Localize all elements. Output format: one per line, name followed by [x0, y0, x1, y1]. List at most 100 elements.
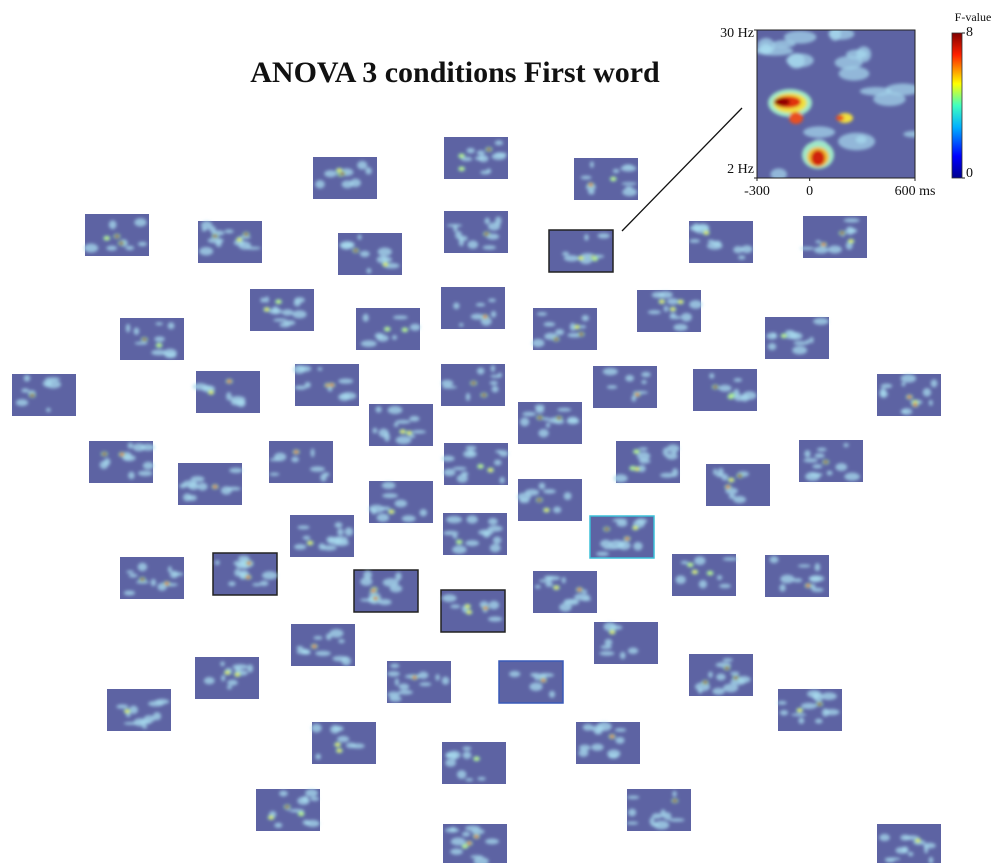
blob [419, 682, 432, 687]
sensor-map [192, 371, 260, 413]
blob [662, 447, 669, 457]
blob [293, 365, 306, 374]
blob [445, 752, 451, 759]
blob [127, 442, 134, 449]
blob [213, 234, 218, 238]
blob [520, 417, 530, 427]
blob [675, 575, 686, 585]
blob [803, 126, 836, 138]
sensor-map [369, 404, 433, 446]
sensor-map [311, 722, 376, 764]
blob [879, 390, 888, 398]
sensor-map [799, 216, 867, 258]
blob [733, 495, 747, 504]
blob [139, 719, 152, 725]
blob [453, 224, 458, 233]
map-blobs [339, 234, 400, 274]
blob [128, 471, 135, 480]
blob [907, 395, 912, 399]
blob [375, 406, 382, 413]
blob [137, 562, 148, 572]
blob [626, 821, 639, 825]
map-blobs [580, 161, 637, 197]
blob [660, 809, 666, 818]
blob [635, 393, 640, 397]
blob [534, 672, 541, 681]
blob [46, 407, 51, 413]
blob [539, 579, 552, 583]
map-blobs [441, 594, 503, 622]
map-blobs [578, 722, 627, 759]
blob [324, 170, 337, 178]
map-blobs [267, 789, 320, 828]
blob [376, 255, 389, 264]
sensor-map [765, 317, 829, 359]
blob [285, 805, 290, 809]
sensor-map [672, 554, 738, 596]
blob [596, 551, 609, 557]
blob [374, 332, 384, 339]
blob [353, 249, 358, 253]
blob [129, 705, 139, 714]
blob [538, 428, 549, 438]
sensor-map [441, 443, 509, 485]
blob [261, 571, 278, 580]
blob [602, 367, 618, 376]
blob [465, 540, 480, 547]
map-blobs [596, 518, 648, 557]
blob [294, 543, 307, 550]
blob [600, 645, 613, 650]
blob [563, 599, 580, 606]
blob [150, 578, 157, 587]
colorbar-tick-label: 8 [966, 25, 973, 40]
blob [559, 603, 572, 612]
blob [722, 557, 738, 561]
blob [689, 239, 701, 243]
blob [767, 343, 777, 351]
blob [108, 220, 117, 230]
sensor-map [356, 308, 421, 350]
blob [123, 590, 136, 596]
sensor-map [353, 569, 419, 613]
blob [477, 776, 486, 781]
y-tick-label: 30 Hz [720, 26, 754, 41]
blob [478, 464, 483, 468]
blob [465, 392, 471, 401]
blob [800, 702, 817, 710]
sensor-map [689, 654, 753, 696]
blob [335, 743, 340, 747]
blob [538, 482, 546, 490]
blob [371, 589, 376, 593]
blob [264, 296, 270, 303]
blob [394, 678, 399, 686]
blob [259, 580, 269, 587]
sensor-map [548, 229, 614, 273]
blob [631, 395, 637, 402]
blob [680, 560, 689, 565]
blob [600, 539, 612, 548]
blob [543, 417, 550, 421]
blob [678, 300, 683, 304]
map-blobs [441, 445, 509, 484]
blob [607, 749, 621, 758]
colorbar [951, 32, 963, 179]
blob [373, 596, 378, 600]
blob [784, 331, 799, 340]
blob [296, 645, 304, 650]
blob [625, 374, 635, 382]
blob [310, 448, 315, 458]
blob [879, 833, 890, 842]
blob [855, 135, 867, 144]
sensor-map [576, 722, 640, 764]
blob [836, 115, 844, 121]
sensor-map [626, 789, 691, 831]
blob [480, 316, 492, 326]
sensor-map [877, 824, 941, 863]
blob [660, 472, 675, 478]
blob [770, 168, 787, 178]
blob [441, 676, 450, 685]
blob [484, 232, 489, 236]
colorbar-label: F-value [955, 10, 992, 24]
map-blobs [125, 322, 177, 359]
blob [843, 218, 860, 223]
